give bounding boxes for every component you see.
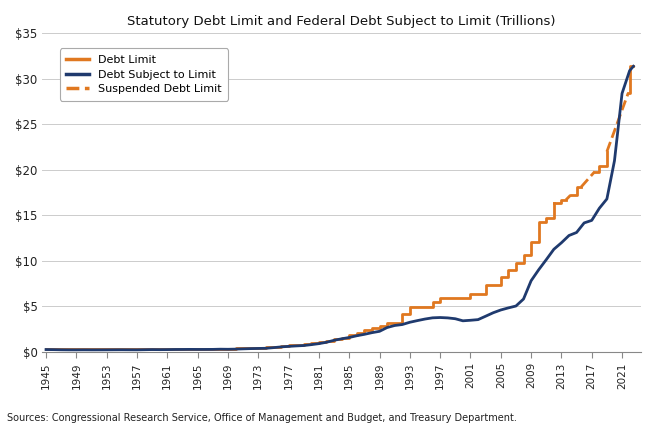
Text: Sources: Congressional Research Service, Office of Management and Budget, and Tr: Sources: Congressional Research Service,…	[7, 413, 516, 423]
Title: Statutory Debt Limit and Federal Debt Subject to Limit (Trillions): Statutory Debt Limit and Federal Debt Su…	[127, 15, 556, 28]
Legend: Debt Limit, Debt Subject to Limit, Suspended Debt Limit: Debt Limit, Debt Subject to Limit, Suspe…	[60, 48, 228, 101]
